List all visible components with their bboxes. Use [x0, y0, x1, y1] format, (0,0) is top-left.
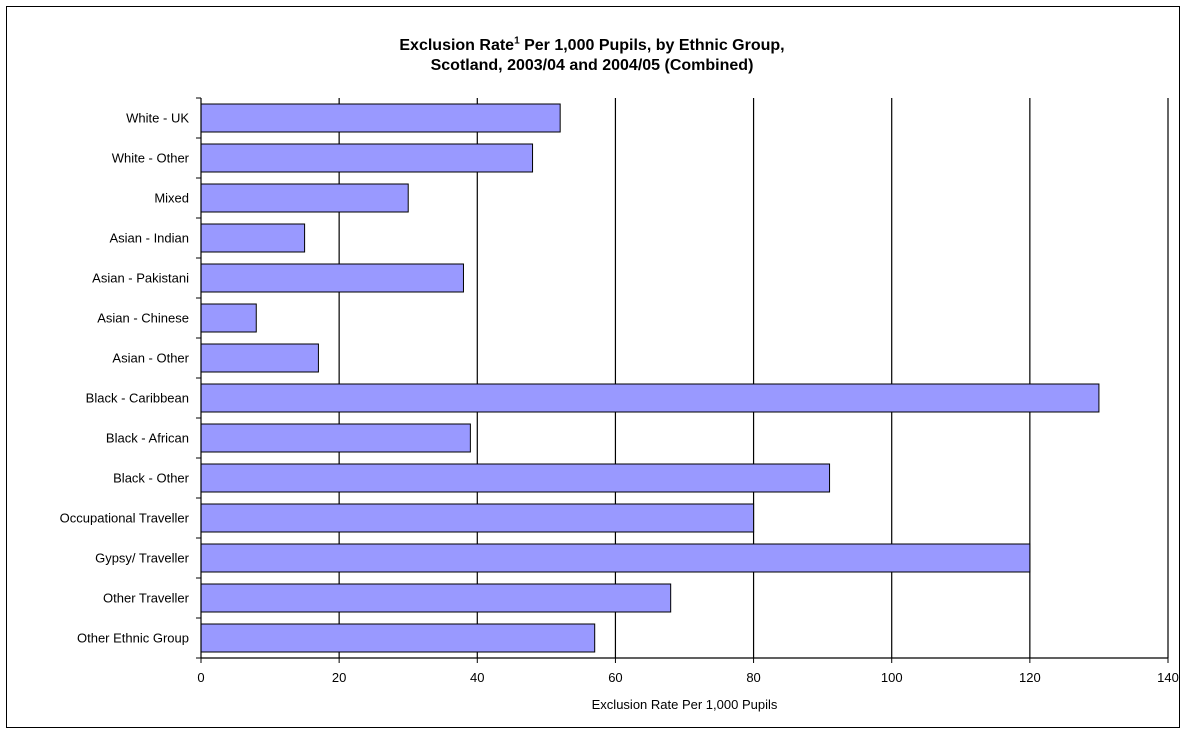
- category-label: Asian - Chinese: [97, 311, 189, 326]
- x-tick-label: 60: [608, 670, 622, 685]
- x-tick-label: 140: [1157, 670, 1179, 685]
- chart-title: Exclusion Rate1 Per 1,000 Pupils, by Eth…: [0, 36, 1184, 76]
- x-axis-label: Exclusion Rate Per 1,000 Pupils: [592, 697, 778, 712]
- bar: [200, 103, 561, 133]
- chart-title-superscript: 1: [514, 35, 520, 47]
- category-label: Black - Other: [113, 471, 190, 486]
- category-label: Other Traveller: [103, 591, 190, 606]
- category-label: Other Ethnic Group: [77, 631, 189, 646]
- x-tick-label: 20: [332, 670, 346, 685]
- chart-title-line1: Exclusion Rate1 Per 1,000 Pupils, by Eth…: [0, 36, 1184, 56]
- bar: [200, 183, 409, 213]
- category-label: Black - African: [106, 431, 189, 446]
- bar: [200, 383, 1100, 413]
- x-tick-label: 100: [881, 670, 903, 685]
- chart-title-text: Exclusion Rate: [399, 37, 515, 54]
- category-label: Gypsy/ Traveller: [95, 551, 190, 566]
- category-label: White - Other: [112, 151, 190, 166]
- bar: [200, 623, 596, 653]
- category-label: Black - Caribbean: [86, 391, 189, 406]
- category-label: Asian - Indian: [110, 231, 190, 246]
- category-label: Asian - Other: [112, 351, 189, 366]
- bar: [200, 223, 306, 253]
- chart-title-line2: Scotland, 2003/04 and 2004/05 (Combined): [430, 57, 754, 74]
- x-tick-label: 80: [746, 670, 760, 685]
- axes: [196, 97, 1169, 663]
- bars: [200, 103, 1100, 653]
- x-tick-label: 120: [1019, 670, 1041, 685]
- chart-title-text-rest: Per 1,000 Pupils, by Ethnic Group,: [519, 37, 785, 54]
- category-labels: White - UK White - Other Mixed Asian - Indi…: [60, 111, 190, 646]
- x-tick-label: 40: [470, 670, 484, 685]
- category-label: Mixed: [154, 191, 189, 206]
- x-tick-label: 0: [197, 670, 204, 685]
- gridlines: [338, 98, 1169, 658]
- bar: [200, 143, 534, 173]
- bar: [200, 503, 755, 533]
- bar: [200, 463, 831, 493]
- bar: [200, 263, 464, 293]
- bar: [200, 583, 672, 613]
- tick-labels: 0 20 40 60 80 100 120 140: [197, 670, 1178, 685]
- bar: [200, 543, 1031, 573]
- category-label: Asian - Pakistani: [92, 271, 189, 286]
- bar: [200, 303, 257, 333]
- bar: [200, 423, 471, 453]
- bar: [200, 343, 319, 373]
- category-label: Occupational Traveller: [60, 511, 190, 526]
- category-label: White - UK: [126, 111, 189, 126]
